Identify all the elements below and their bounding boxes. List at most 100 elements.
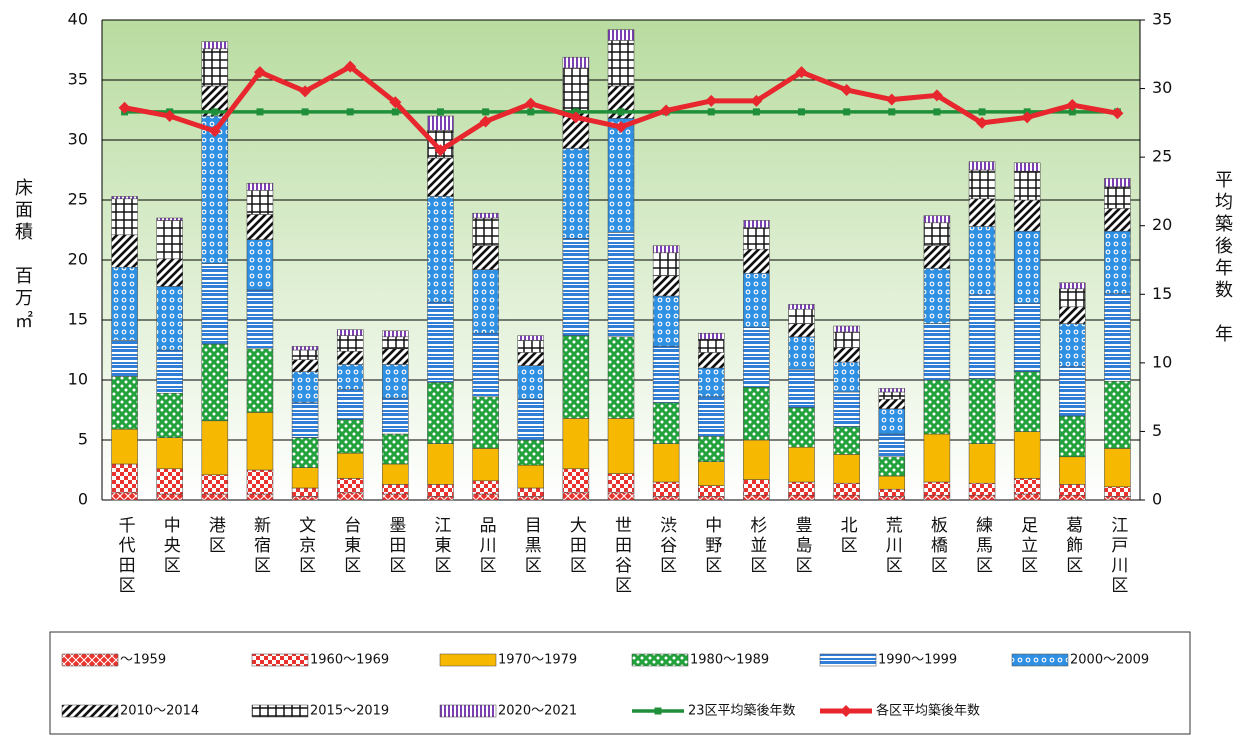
- bar-segment: [472, 493, 499, 501]
- bar-segment: [788, 308, 815, 324]
- bar-segment: [1104, 496, 1131, 501]
- bar-segment: [291, 467, 319, 489]
- bar-segment: [201, 343, 229, 422]
- bar-segment: [878, 475, 906, 490]
- line-marker: [660, 104, 673, 117]
- y-tick-label: 35: [68, 70, 88, 89]
- bar-segment: [382, 364, 409, 399]
- bar-segment: [336, 335, 364, 352]
- bar-segment: [382, 348, 409, 365]
- bar-segment: [427, 301, 454, 383]
- line-marker: [976, 116, 989, 129]
- bar-segment: [246, 214, 274, 240]
- bar-segment: [201, 48, 229, 87]
- bar-segment: [788, 336, 815, 370]
- bar-segment: [156, 258, 183, 287]
- bar-segment: [833, 347, 860, 363]
- bar-segment: [652, 252, 680, 276]
- bar-segment: [156, 437, 183, 470]
- bar-segment: [743, 479, 770, 496]
- bar-segment: [878, 456, 906, 477]
- bar-segment: [517, 352, 544, 366]
- bar-segment: [336, 364, 364, 390]
- line-marker: [654, 707, 662, 715]
- bar-segment: [1104, 186, 1131, 209]
- bar-segment: [517, 464, 544, 489]
- x-tick-label: 墨田区: [385, 516, 406, 576]
- bar-segment: [291, 371, 319, 404]
- bar-segment: [833, 494, 860, 501]
- bar-segment: [698, 396, 725, 437]
- bar-segment: [517, 365, 544, 400]
- bar-segment: [968, 226, 996, 296]
- line-marker: [1111, 107, 1124, 120]
- bar-segment: [156, 392, 183, 438]
- bar-segment: [427, 443, 454, 485]
- bar-segment: [788, 494, 815, 501]
- bar-segment: [382, 493, 409, 501]
- bar-segment: [246, 182, 274, 191]
- line-marker: [752, 108, 760, 116]
- bar-segment: [698, 496, 725, 501]
- bar-segment: [698, 367, 725, 398]
- bar-segment: [1104, 486, 1131, 497]
- bar-segment: [923, 245, 951, 269]
- y2-tick-label: 35: [1152, 10, 1172, 29]
- line-marker: [1068, 108, 1076, 116]
- x-tick-label: 文京区: [295, 516, 316, 576]
- y2-tick-label: 20: [1152, 215, 1172, 234]
- bar-segment: [968, 494, 996, 501]
- bar-segment: [1013, 371, 1041, 432]
- bar-segment: [111, 198, 138, 236]
- bar-segment: [968, 161, 996, 171]
- y2-tick-label: 0: [1152, 490, 1162, 509]
- bar-segment: [607, 492, 635, 501]
- bar-segment: [878, 408, 906, 435]
- line-marker: [389, 96, 402, 109]
- bar-segment: [652, 295, 680, 347]
- bar-segment: [246, 348, 274, 413]
- legend-label: 1960～1969: [310, 653, 389, 668]
- bar-segment: [517, 340, 544, 353]
- bar-segment: [517, 335, 544, 341]
- bar-segment: [833, 331, 860, 348]
- bar-segment: [1104, 380, 1131, 449]
- legend-swatch: [439, 653, 497, 667]
- bar-segment: [923, 433, 951, 483]
- bar-segment: [156, 286, 183, 351]
- bar-segment: [743, 227, 770, 250]
- bar-segment: [291, 346, 319, 351]
- bar-segment: [1013, 199, 1041, 232]
- bar-segment: [698, 461, 725, 486]
- bar-segment: [246, 190, 274, 215]
- line-marker: [434, 144, 447, 157]
- y2-axis-title: 平均築後年数 年: [1212, 170, 1233, 346]
- bar-segment: [246, 412, 274, 471]
- bar-segment: [427, 157, 454, 197]
- legend-swatch: [251, 653, 309, 667]
- x-tick-label: 杉並区: [746, 516, 767, 576]
- bar-segment: [923, 268, 951, 324]
- bar-segment: [201, 420, 229, 476]
- x-tick-label: 台東区: [340, 516, 361, 576]
- bar-segment: [878, 391, 906, 400]
- bar-segment: [1059, 306, 1086, 324]
- line-marker: [888, 108, 896, 116]
- bar-segment: [1059, 494, 1086, 501]
- bar-segment: [156, 220, 183, 260]
- line-marker: [208, 125, 221, 138]
- bar-segment: [968, 169, 996, 200]
- x-tick-label: 品川区: [476, 516, 497, 576]
- bar-segment: [652, 496, 680, 501]
- line-marker: [978, 108, 986, 116]
- line-marker: [527, 108, 535, 116]
- bar-segment: [562, 56, 590, 69]
- bar-segment: [246, 469, 274, 495]
- x-tick-label: 練馬区: [972, 516, 993, 576]
- y2-tick-label: 25: [1152, 147, 1172, 166]
- x-tick-label: 港区: [205, 516, 226, 556]
- bar-segment: [427, 382, 454, 444]
- bar-segment: [607, 118, 635, 233]
- bar-segment: [968, 443, 996, 484]
